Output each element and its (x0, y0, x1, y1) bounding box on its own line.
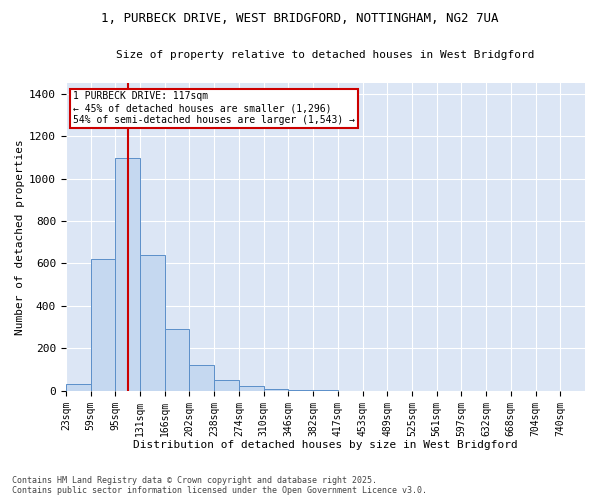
Text: 1, PURBECK DRIVE, WEST BRIDGFORD, NOTTINGHAM, NG2 7UA: 1, PURBECK DRIVE, WEST BRIDGFORD, NOTTIN… (101, 12, 499, 26)
Bar (140, 255, 165, 391)
Bar (289, 390, 313, 391)
Text: 1 PURBECK DRIVE: 117sqm
← 45% of detached houses are smaller (1,296)
54% of semi: 1 PURBECK DRIVE: 117sqm ← 45% of detache… (73, 92, 355, 124)
Text: Contains HM Land Registry data © Crown copyright and database right 2025.
Contai: Contains HM Land Registry data © Crown c… (12, 476, 427, 495)
Bar (115, 158, 140, 391)
Y-axis label: Number of detached properties: Number of detached properties (15, 139, 25, 335)
Bar (263, 388, 289, 391)
Bar (239, 386, 263, 391)
Bar (190, 366, 214, 391)
X-axis label: Distribution of detached houses by size in West Bridgford: Distribution of detached houses by size … (133, 440, 518, 450)
Bar (214, 380, 239, 391)
Bar (91, 259, 115, 391)
Bar (66, 384, 91, 391)
Title: Size of property relative to detached houses in West Bridgford: Size of property relative to detached ho… (116, 50, 535, 60)
Bar (165, 330, 190, 391)
